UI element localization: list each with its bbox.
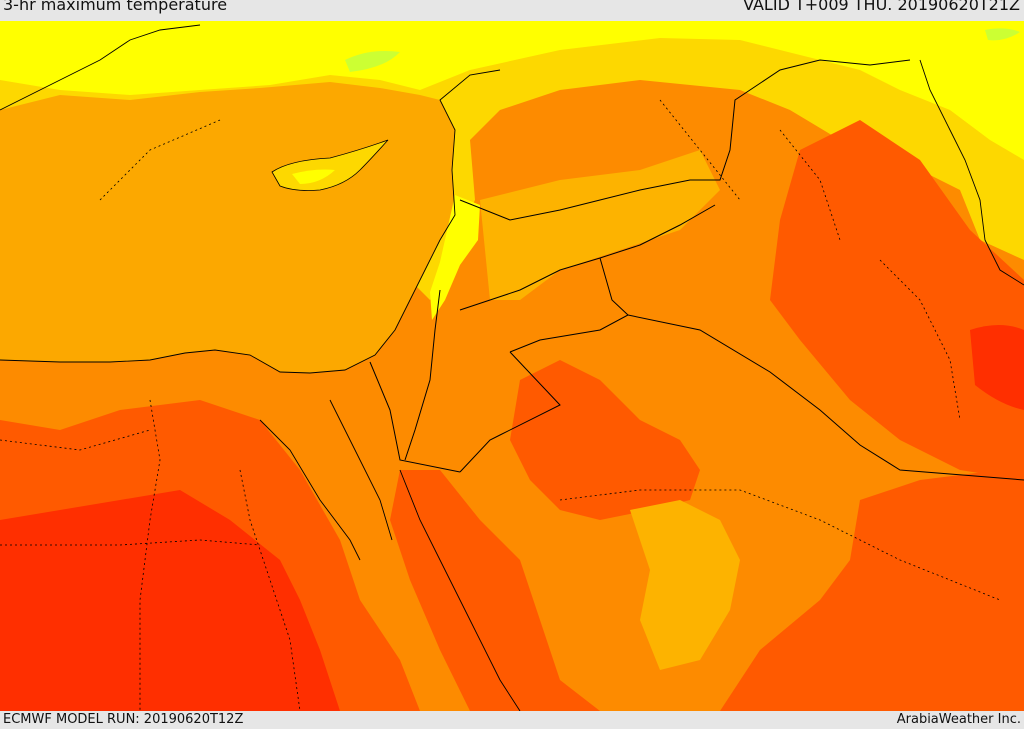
temp-band-green-spot-2 — [985, 28, 1020, 41]
temp-band-darkorange-iraq — [770, 120, 1024, 480]
temp-band-lightorange-central — [630, 500, 740, 670]
valid-time: VALID T+009 THU. 20190620T21Z — [743, 0, 1020, 14]
map-title: 3-hr maximum temperature — [3, 0, 228, 14]
mediterranean-sea — [0, 82, 455, 373]
temp-band-green-spot — [345, 51, 400, 72]
temperature-map — [0, 21, 1024, 711]
levant-yellow-strip — [430, 195, 480, 320]
cyprus-inner — [292, 169, 335, 184]
header-bar: 3-hr maximum temperature VALID T+009 THU… — [0, 0, 1024, 22]
temp-band-red-iraq — [970, 325, 1024, 410]
country-borders — [369, 59, 1024, 481]
internal-borders — [0, 99, 1001, 711]
credit-label: ArabiaWeather Inc. — [896, 712, 1021, 727]
temp-band-darkorange-arabia-west — [390, 470, 600, 711]
model-run-label: ECMWF MODEL RUN: 20190620T12Z — [3, 712, 244, 727]
temp-band-lightorange-syria — [480, 150, 720, 300]
temp-band-darkorange-central — [510, 360, 700, 520]
temp-band-yellow-north — [0, 21, 1024, 160]
footer-bar: ECMWF MODEL RUN: 20190620T12Z ArabiaWeat… — [0, 711, 1024, 729]
coastlines — [0, 24, 1024, 711]
temp-band-darkorange-southeast — [720, 470, 1024, 711]
